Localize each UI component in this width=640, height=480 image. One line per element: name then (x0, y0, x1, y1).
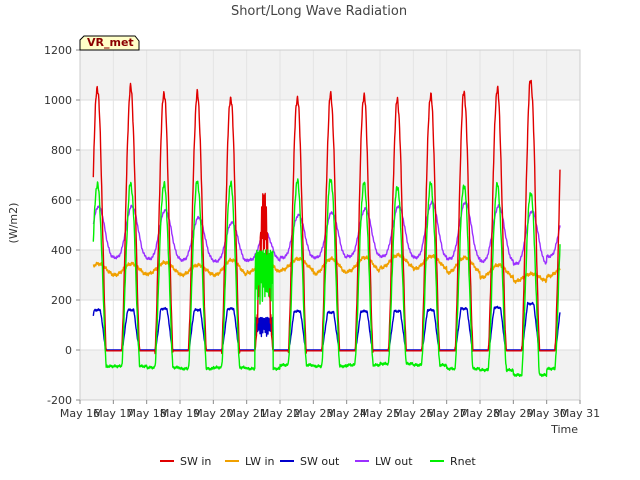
legend-label: SW out (300, 455, 340, 468)
x-tick-label: May 26 (393, 407, 433, 420)
legend: SW in LW in SW out LW out Rnet (160, 455, 476, 468)
x-tick-label: May 19 (160, 407, 200, 420)
series-line-lw-in (92, 252, 561, 284)
series-lines (92, 79, 561, 378)
legend-label: SW in (180, 455, 211, 468)
plot-background (80, 50, 580, 400)
series-line-rnet (92, 178, 561, 378)
x-tick-label: May 28 (460, 407, 500, 420)
x-tick-label: May 20 (193, 407, 233, 420)
y-tick-label: 200 (51, 294, 72, 307)
legend-label: LW out (375, 455, 413, 468)
x-tick-label: May 16 (60, 407, 100, 420)
x-tick-label: May 30 (527, 407, 567, 420)
chart-title: Short/Long Wave Radiation (231, 4, 407, 19)
site-badge: VR_met (79, 35, 140, 51)
grid-band (80, 250, 580, 300)
x-tick-label: May 25 (360, 407, 400, 420)
x-tick-label: May 21 (227, 407, 267, 420)
x-tick-label: May 17 (93, 407, 133, 420)
series-line-sw-in (92, 79, 561, 355)
x-tick-label: May 31 (560, 407, 600, 420)
legend-label: LW in (245, 455, 275, 468)
x-tick-label: May 23 (293, 407, 333, 420)
x-tick-label: May 22 (260, 407, 300, 420)
legend-label: Rnet (450, 455, 476, 468)
y-axis-label: (W/m2) (7, 203, 20, 244)
site-badge-label: VR_met (87, 36, 134, 49)
y-tick-label: 400 (51, 244, 72, 257)
y-tick-label: 0 (65, 344, 72, 357)
y-tick-label: -200 (47, 394, 72, 407)
y-tick-label: 1200 (44, 44, 72, 57)
y-tick-label: 1000 (44, 94, 72, 107)
plot-frame (79, 49, 581, 401)
grid-band (80, 350, 580, 400)
x-tick-label: May 29 (493, 407, 533, 420)
grid-band (80, 150, 580, 200)
y-axis-ticks: -200 0 200 400 600 800 1000 1200 (44, 44, 80, 407)
x-tick-label: May 24 (327, 407, 367, 420)
y-tick-label: 800 (51, 144, 72, 157)
x-tick-label: May 18 (127, 407, 167, 420)
x-axis-label: Time (550, 423, 578, 436)
y-tick-label: 600 (51, 194, 72, 207)
x-tick-label: May 27 (427, 407, 467, 420)
